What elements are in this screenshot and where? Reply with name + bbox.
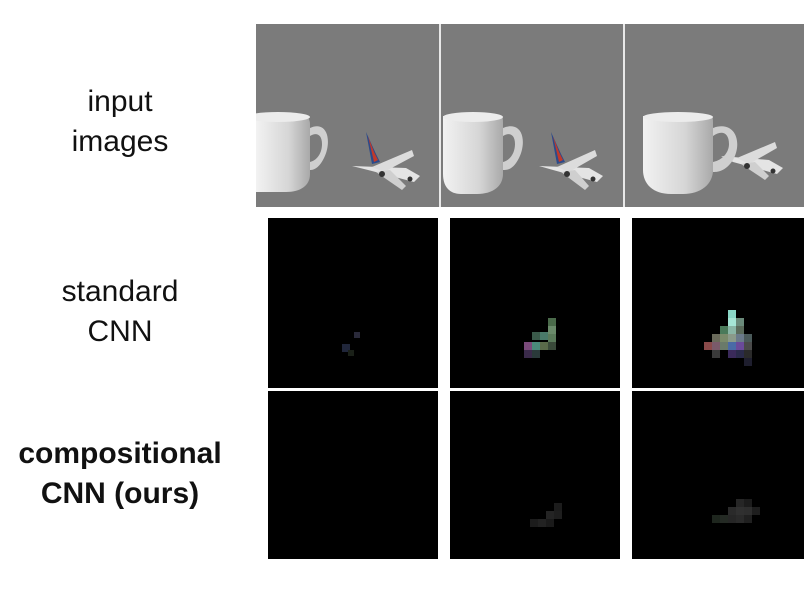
input-divider: [623, 24, 625, 207]
activation-map: [704, 310, 752, 366]
mug-and-airplane-scene: [256, 112, 420, 192]
activation-map: [268, 391, 438, 559]
input-image-3: [625, 24, 804, 207]
row-label-standard-cnn: standard CNN: [0, 272, 240, 352]
airplane-shape: [721, 142, 783, 180]
compositional-cnn-map-3: [632, 391, 804, 559]
input-divider: [439, 24, 441, 207]
activation-map: [524, 318, 556, 358]
compositional-cnn-map-1: [268, 391, 438, 559]
row-label-line: compositional: [18, 437, 222, 470]
airplane-shape: [352, 132, 420, 190]
compositional-cnn-map-2: [450, 391, 620, 559]
mug-and-airplane-scene: [643, 112, 783, 194]
row-label-line: CNN: [87, 315, 153, 348]
activation-map: [712, 499, 760, 523]
standard-cnn-map-1: [268, 218, 438, 388]
activation-map: [342, 332, 360, 356]
row-label-input-images: input images: [0, 82, 240, 162]
row-label-compositional-cnn: compositional CNN (ours): [0, 434, 240, 514]
input-image-1: [256, 24, 439, 207]
row-label-line: input: [87, 85, 153, 118]
airplane-shape: [539, 132, 603, 190]
row-label-line: images: [71, 125, 169, 158]
standard-cnn-map-3: [632, 218, 804, 388]
row-label-line: standard: [61, 275, 179, 308]
activation-map: [530, 503, 562, 527]
mug-and-airplane-scene: [443, 112, 603, 194]
row-label-line: CNN (ours): [40, 477, 200, 510]
input-image-2: [441, 24, 623, 207]
standard-cnn-map-2: [450, 218, 620, 388]
